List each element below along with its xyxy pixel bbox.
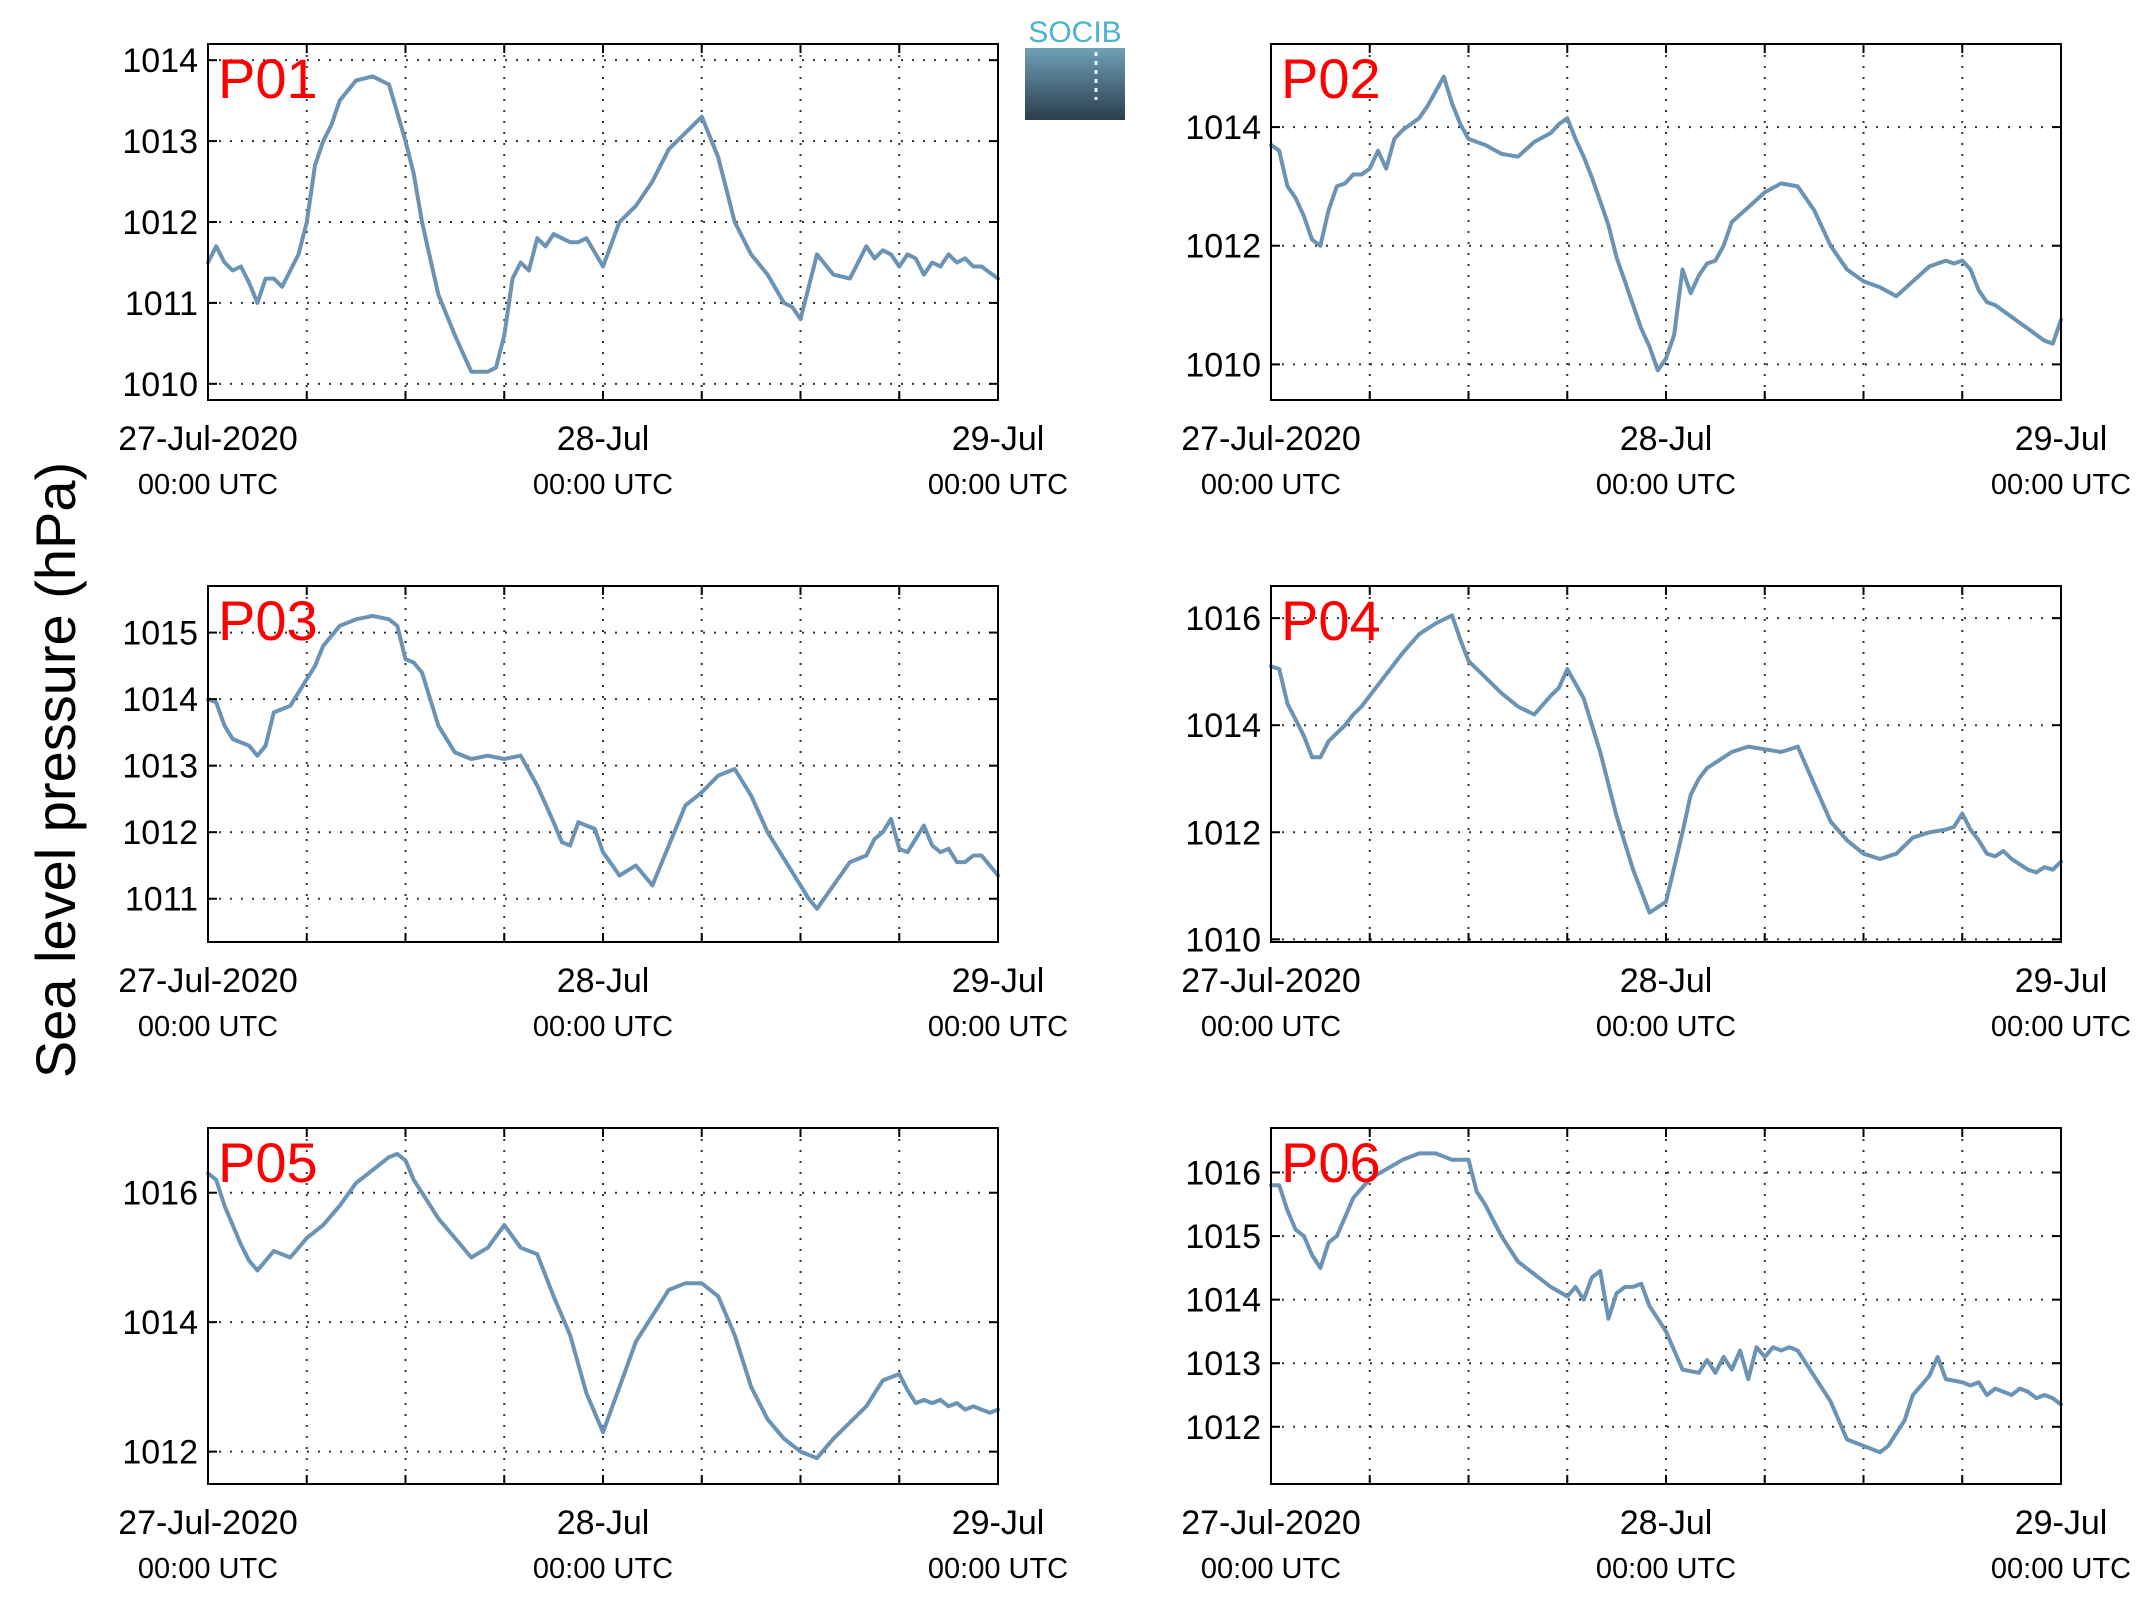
y-tick-label: 1014 (1185, 109, 1261, 147)
x-tick-label-time: 00:00 UTC (533, 1553, 673, 1585)
chart-panel-p01: 1010 1011 1012 1013 1014 27-Jul-2020 00:00 UTC… (118, 42, 1068, 501)
x-tick-label-date: 29-Jul (952, 1504, 1045, 1542)
x-tick-label-date: 29-Jul (952, 962, 1045, 1000)
y-tick-label: 1016 (1185, 600, 1261, 638)
y-tick-label: 1010 (122, 366, 198, 404)
panel-label-p01: P01 (218, 47, 318, 110)
x-tick-label-time: 00:00 UTC (1596, 469, 1736, 501)
x-tick-label-time: 00:00 UTC (138, 1011, 278, 1043)
x-tick-label-date: 29-Jul (2015, 1504, 2108, 1542)
x-tick-label-date: 28-Jul (557, 420, 650, 458)
x-tick-label-date: 29-Jul (2015, 420, 2108, 458)
socib-logo-text: SOCIB (1028, 16, 1121, 49)
x-tick-label-date: 28-Jul (557, 1504, 650, 1542)
y-tick-label: 1012 (1185, 228, 1261, 266)
x-tick-label-time: 00:00 UTC (928, 1553, 1068, 1585)
y-tick-label: 1014 (122, 1304, 198, 1342)
x-tick-label-date: 28-Jul (1620, 962, 1713, 1000)
series-line-p05 (206, 1151, 1000, 1461)
y-tick-label: 1010 (1185, 346, 1261, 384)
x-tick-label-date: 29-Jul (2015, 962, 2108, 1000)
x-tick-label-time: 00:00 UTC (138, 1553, 278, 1585)
x-tick-label-date: 27-Jul-2020 (118, 420, 298, 458)
figure-ylabel: Sea level pressure (hPa) (24, 462, 87, 1078)
y-tick-label: 1012 (122, 1434, 198, 1472)
x-tick-label-time: 00:00 UTC (928, 469, 1068, 501)
y-tick-label: 1011 (125, 881, 198, 919)
chart-panel-p02: 1010 1012 1014 27-Jul-2020 00:00 UTC 28-Jul 00… (1181, 43, 2131, 501)
x-tick-label-time: 00:00 UTC (1596, 1011, 1736, 1043)
y-tick-label: 1012 (122, 204, 198, 242)
y-tick-label: 1013 (122, 123, 198, 161)
x-tick-label-date: 27-Jul-2020 (1181, 1504, 1361, 1542)
y-tick-label: 1012 (122, 814, 198, 852)
y-tick-label: 1014 (1185, 1282, 1261, 1320)
x-tick-label-time: 00:00 UTC (1201, 1553, 1341, 1585)
x-tick-label-date: 27-Jul-2020 (118, 1504, 298, 1542)
chart-panel-p05: 1012 1014 1016 27-Jul-2020 00:00 UTC 28-Jul 00… (118, 1127, 1068, 1585)
y-tick-label: 1014 (122, 681, 198, 719)
panel-label-p02: P02 (1281, 47, 1381, 110)
socib-logo: SOCIB (1025, 16, 1125, 120)
series-line-p06 (1269, 1151, 2063, 1455)
x-tick-label-time: 00:00 UTC (1201, 469, 1341, 501)
x-tick-label-date: 28-Jul (557, 962, 650, 1000)
x-tick-label-time: 00:00 UTC (1991, 1011, 2131, 1043)
panel-label-p05: P05 (218, 1131, 318, 1194)
x-tick-label-time: 00:00 UTC (1991, 1553, 2131, 1585)
y-tick-label: 1014 (1185, 707, 1261, 745)
chart-panel-p04: 1010 1012 1014 1016 27-Jul-2020 00:00 UTC 28-J… (1181, 585, 2131, 1043)
x-tick-label-time: 00:00 UTC (1991, 469, 2131, 501)
x-tick-label-date: 28-Jul (1620, 420, 1713, 458)
x-tick-label-date: 27-Jul-2020 (1181, 962, 1361, 1000)
panel-label-p03: P03 (218, 589, 318, 652)
x-tick-label-time: 00:00 UTC (1201, 1011, 1341, 1043)
x-tick-label-time: 00:00 UTC (928, 1011, 1068, 1043)
x-tick-label-date: 27-Jul-2020 (1181, 420, 1361, 458)
x-tick-label-time: 00:00 UTC (1596, 1553, 1736, 1585)
y-tick-label: 1010 (1185, 921, 1261, 959)
y-tick-label: 1011 (125, 285, 198, 323)
chart-panel-p06: 1012 1013 1014 1015 1016 27-Jul-2020 00:00 UTC… (1181, 1127, 2131, 1585)
y-tick-label: 1012 (1185, 1409, 1261, 1447)
y-tick-label: 1014 (122, 42, 198, 80)
y-tick-label: 1012 (1185, 814, 1261, 852)
y-tick-label: 1016 (122, 1175, 198, 1213)
chart-panel-p03: 1011 1012 1013 1014 1015 27-Jul-2020 00:00 UTC… (118, 585, 1068, 1043)
y-tick-label: 1016 (1185, 1155, 1261, 1193)
y-tick-label: 1015 (1185, 1218, 1261, 1256)
x-tick-label-time: 00:00 UTC (138, 469, 278, 501)
series-line-p04 (1269, 613, 2063, 915)
x-tick-label-date: 28-Jul (1620, 1504, 1713, 1542)
x-tick-label-time: 00:00 UTC (533, 469, 673, 501)
x-tick-label-time: 00:00 UTC (533, 1011, 673, 1043)
y-tick-label: 1015 (122, 615, 198, 653)
series-line-p01 (206, 74, 1000, 374)
series-line-p03 (206, 613, 1000, 911)
socib-logo-block (1025, 48, 1125, 120)
y-tick-label: 1013 (1185, 1345, 1261, 1383)
panel-label-p06: P06 (1281, 1131, 1381, 1194)
y-tick-label: 1013 (122, 748, 198, 786)
x-tick-label-date: 27-Jul-2020 (118, 962, 298, 1000)
x-tick-label-date: 29-Jul (952, 420, 1045, 458)
panel-label-p04: P04 (1281, 589, 1381, 652)
series-line-p02 (1269, 74, 2063, 373)
